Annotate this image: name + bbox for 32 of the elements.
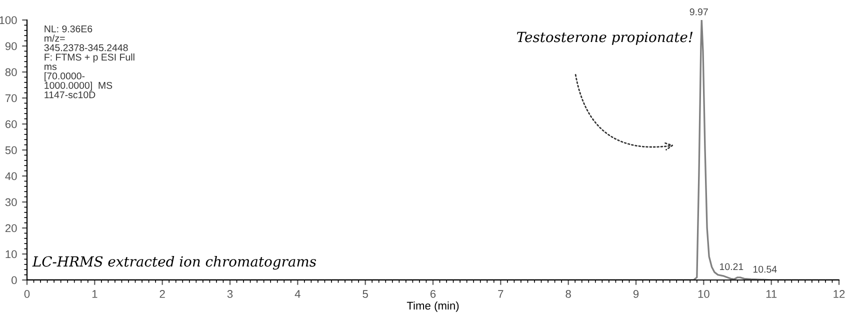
annotation: LC-HRMS extracted ion chromatograms [32,256,316,270]
y-tick-label: 90 [5,42,17,50]
y-tick-label: 10 [6,250,17,258]
x-tick-label: 8 [566,290,571,298]
x-tick-label: 6 [430,290,436,298]
annotation: 10.21 [720,263,744,270]
x-axis-title: Time (min) [406,301,459,312]
line-series [27,20,839,280]
x-tick-label: 9 [633,290,639,298]
annotation: Testosterone propionate! [516,32,693,45]
x-tick-label: 11 [766,290,777,298]
x-tick-label: 2 [160,290,165,298]
x-tick-label: 12 [834,290,845,298]
y-tick-label: 50 [5,146,17,154]
x-tick-label: 10 [698,290,710,298]
y-tick-label: 70 [5,94,17,102]
y-tick-label: 100 [0,16,17,24]
x-tick-label: 3 [227,290,233,298]
y-tick-label: 60 [5,120,17,128]
annotation: NL: 9.36E6 m/z= 345.2378-345.2448 F: FTMS + p ESI Full ms [70.0000- 1000.0000] MS 1147-sc10D [44,25,134,98]
x-tick-label: 0 [24,290,30,298]
y-tick-label: 80 [5,68,17,76]
annotation: 10.54 [753,266,777,273]
y-tick-label: 40 [5,172,17,180]
y-tick-label: 0 [12,276,17,284]
x-tick-label: 4 [294,290,300,298]
annotation: 9.97 [690,8,708,16]
x-tick-label: 5 [362,290,368,298]
y-tick-label: 20 [5,224,17,232]
x-tick-label: 1 [92,290,98,298]
x-tick-label: 7 [498,290,504,298]
y-tick-label: 30 [5,198,17,206]
